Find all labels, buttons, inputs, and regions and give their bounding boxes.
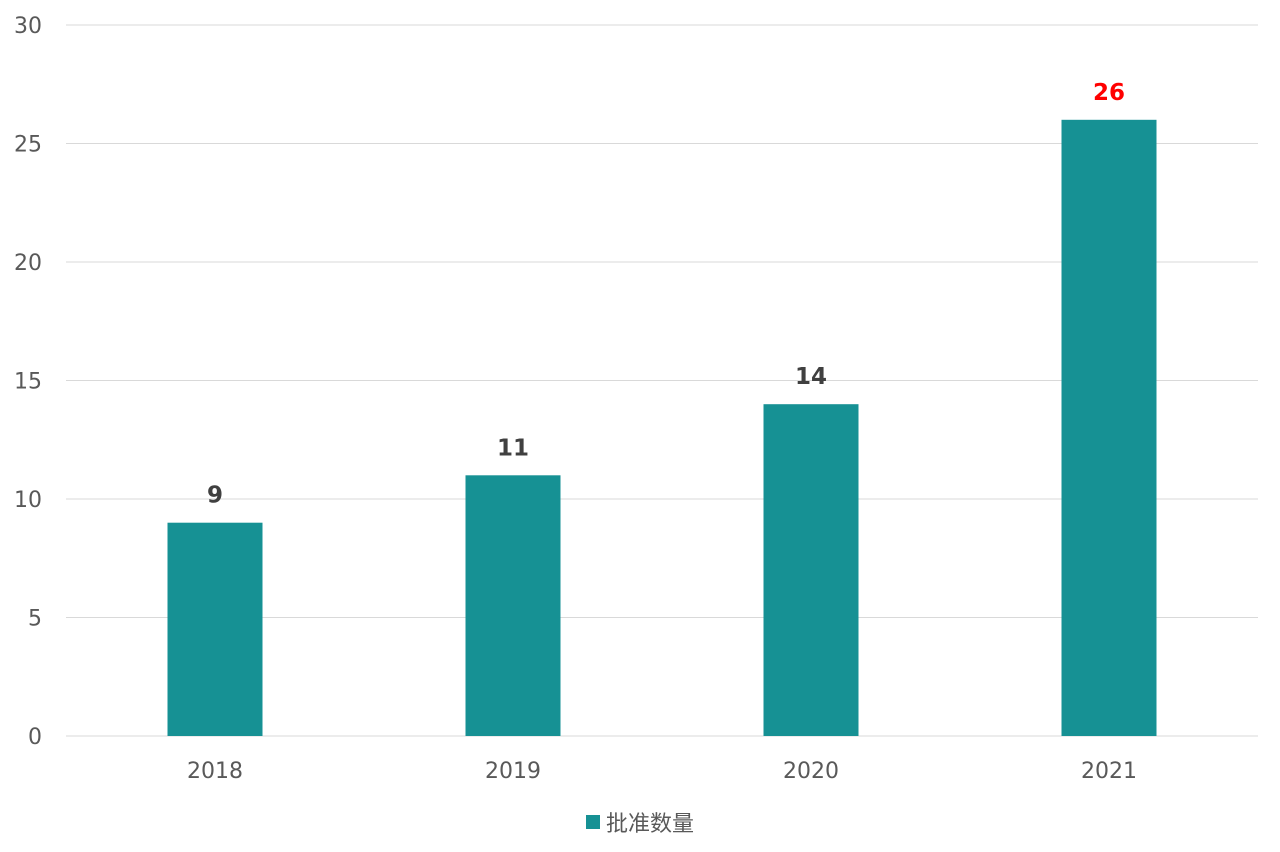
y-tick-label: 25 <box>14 133 42 158</box>
x-tick-label: 2018 <box>187 759 243 784</box>
x-axis-ticks: 2018 2019 2020 2021 <box>187 759 1137 784</box>
legend-label: 批准数量 <box>605 812 694 837</box>
legend: 批准数量 <box>0 806 1280 838</box>
data-label-2019: 11 <box>497 435 529 461</box>
data-labels: 9 11 14 26 <box>207 80 1125 509</box>
y-axis-ticks: 0 5 10 15 20 25 30 <box>14 14 42 750</box>
y-tick-label: 15 <box>14 370 42 395</box>
bar-2020 <box>763 404 859 736</box>
y-tick-label: 30 <box>14 14 42 39</box>
bar-2019 <box>465 475 561 736</box>
data-label-2020: 14 <box>795 364 827 390</box>
y-tick-label: 20 <box>14 251 42 276</box>
x-tick-label: 2019 <box>485 759 541 784</box>
bar-2018 <box>167 522 263 736</box>
y-tick-label: 10 <box>14 488 42 513</box>
data-label-2018: 9 <box>207 483 223 509</box>
y-tick-label: 0 <box>28 725 42 750</box>
data-label-2021: 26 <box>1093 80 1125 106</box>
bars <box>167 119 1157 737</box>
legend-swatch <box>585 815 600 829</box>
gridlines <box>66 24 1258 737</box>
x-tick-label: 2020 <box>783 759 839 784</box>
y-tick-label: 5 <box>28 607 42 632</box>
bar-2021 <box>1061 119 1157 737</box>
x-tick-label: 2021 <box>1081 759 1137 784</box>
